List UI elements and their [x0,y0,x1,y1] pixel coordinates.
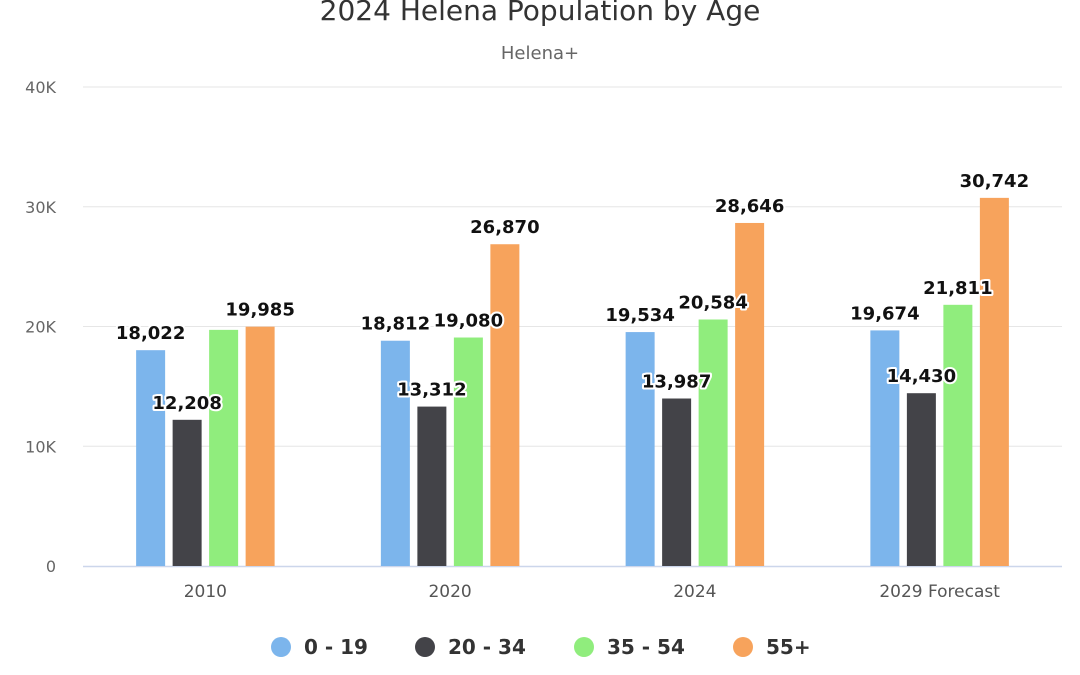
bar[interactable] [209,329,239,566]
bar[interactable] [453,337,483,566]
x-axis: 2010 2020 2024 2029 Forecast [184,582,1001,602]
bar[interactable] [943,304,973,566]
bar[interactable] [698,319,728,566]
bar[interactable] [136,350,166,566]
y-tick-label: 0 [46,557,56,576]
data-label: 19,534 [605,305,674,326]
chart-title: 2024 Helena Population by Age [320,0,761,27]
data-label: 13,312 [397,380,466,401]
y-tick-label: 40K [25,78,56,97]
data-label: 19,985 [225,300,294,321]
data-label: 19,674 [850,303,919,324]
bar[interactable] [979,197,1009,566]
y-tick-label: 30K [25,198,56,217]
data-label: 14,430 [887,366,956,387]
data-label: 12,208 [152,393,221,414]
chart-subtitle: Helena+ [501,43,579,64]
x-tick-label: 2024 [673,582,716,602]
bar[interactable] [417,406,447,566]
legend-item[interactable]: 20 - 34 [415,635,526,659]
data-label: 28,646 [715,196,784,217]
legend-marker [574,637,594,657]
legend-label: 0 - 19 [304,635,368,659]
bar[interactable] [625,332,655,566]
legend-label: 20 - 34 [448,635,526,659]
legend-marker [271,637,291,657]
legend-item[interactable]: 0 - 19 [271,635,368,659]
legend-label: 55+ [766,635,811,659]
data-label: 19,080 [434,311,503,332]
data-label: 26,870 [470,217,539,238]
bars [136,197,1009,566]
x-tick-label: 2010 [184,582,227,602]
data-label: 18,022 [116,323,185,344]
legend-item[interactable]: 35 - 54 [574,635,685,659]
bar[interactable] [245,326,275,566]
legend-marker [415,637,435,657]
data-label: 30,742 [960,171,1029,192]
bar[interactable] [662,398,692,566]
y-tick-label: 20K [25,318,56,337]
data-label: 18,812 [361,314,430,335]
data-label: 21,811 [923,278,992,299]
y-tick-label: 10K [25,437,56,456]
x-tick-label: 2020 [428,582,471,602]
bar[interactable] [906,393,936,566]
data-label: 13,987 [642,372,711,393]
legend-label: 35 - 54 [607,635,685,659]
x-tick-label: 2029 Forecast [879,582,1000,602]
data-labels: 18,022 12,208 19,985 18,812 13,312 19,080 26,8… [114,169,1031,416]
data-label: 20,584 [678,293,747,314]
bar[interactable] [172,419,202,566]
legend-item[interactable]: 55+ [733,635,811,659]
bar[interactable] [870,330,900,566]
bar[interactable] [735,222,765,566]
legend[interactable]: 0 - 19 20 - 34 35 - 54 55+ [271,635,811,659]
y-axis: 0 10K 20K 30K 40K [25,78,56,576]
legend-marker [733,637,753,657]
bar[interactable] [380,340,410,566]
bar[interactable] [490,244,520,566]
